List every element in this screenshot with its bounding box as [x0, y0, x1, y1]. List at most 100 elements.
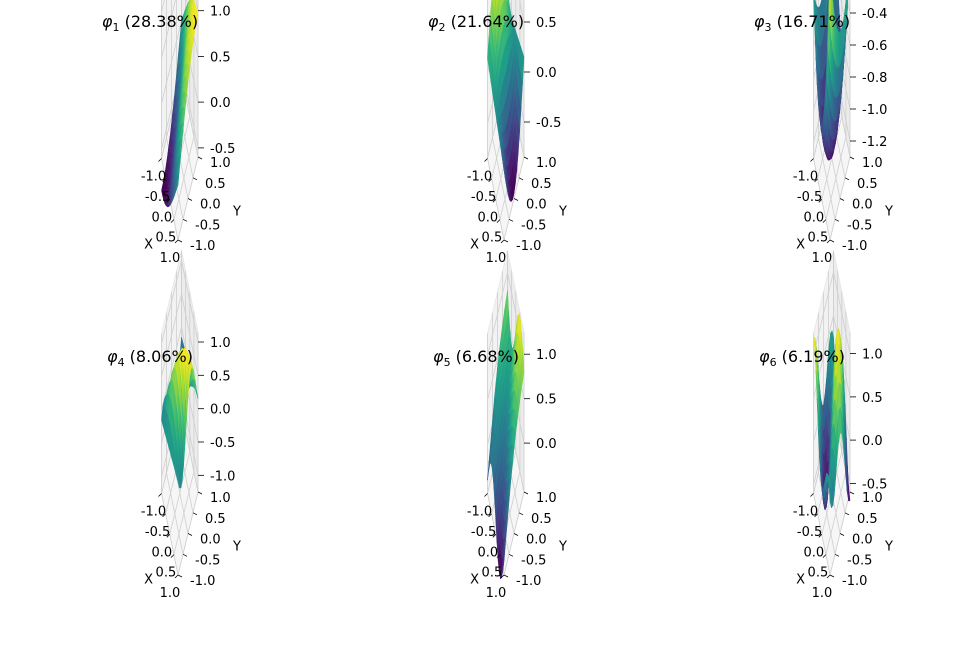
- surface: [487, 290, 525, 580]
- y-tick-mark: [518, 177, 524, 181]
- y-tick-label: 0.5: [857, 512, 878, 527]
- y-tick-label: 1.0: [862, 491, 883, 506]
- y-tick-label: 0.0: [852, 533, 873, 548]
- y-tick-mark: [844, 512, 850, 516]
- x-tick-label: -1.0: [793, 170, 818, 185]
- y-tick-label: -0.5: [521, 553, 546, 568]
- y-tick-label: 0.0: [526, 533, 547, 548]
- grid-line-z: [813, 315, 851, 399]
- y-tick-mark: [503, 239, 509, 243]
- y-axis-label: Y: [232, 205, 241, 220]
- y-tick-label: 0.5: [205, 177, 226, 192]
- y-tick-label: 0.5: [857, 177, 878, 192]
- y-axis-label: Y: [232, 540, 241, 555]
- z-tick-label: 0.0: [210, 96, 231, 111]
- subplot-6: -1.0 -0.5 0.0 0.5 1.0 -1.0 -0.5 0.0 0.5 1.0 1.0 0.5…: [759, 250, 893, 601]
- title-index: 6: [770, 356, 777, 369]
- subplot-title: φ2 (21.64%): [428, 12, 524, 34]
- x-tick-mark: [500, 239, 505, 244]
- y-tick-label: -1.0: [190, 239, 215, 254]
- x-axis-label: X: [144, 572, 153, 587]
- surface-patch: [176, 477, 180, 489]
- grid-line-y: [818, 312, 836, 555]
- title-index: 1: [112, 21, 119, 34]
- z-tick-label: 1.0: [536, 348, 557, 363]
- x-tick-mark: [818, 534, 823, 538]
- z-tick-label: -1.0: [862, 103, 887, 118]
- subplot-4: -1.0 -0.5 0.0 0.5 1.0 -1.0 -0.5 0.0 0.5 1.0 1.0 0.5…: [107, 250, 241, 601]
- z-tick-label: -0.5: [536, 116, 561, 131]
- x-tick-label: -0.5: [471, 190, 496, 205]
- y-tick-label: 0.5: [531, 512, 552, 527]
- x-axis-label: X: [796, 237, 805, 252]
- x-tick-label: 1.0: [160, 251, 181, 266]
- z-tick-label: -0.8: [862, 71, 887, 86]
- x-tick-label: 1.0: [486, 586, 507, 601]
- x-tick-label: -0.5: [797, 525, 822, 540]
- x-tick-mark: [814, 178, 818, 183]
- grid-line-z: [161, 293, 199, 377]
- y-tick-label: 0.5: [205, 512, 226, 527]
- x-tick-mark: [166, 534, 171, 538]
- x-tick-label: 0.5: [808, 566, 829, 581]
- x-tick-label: -1.0: [141, 505, 166, 520]
- x-tick-label: -0.5: [145, 190, 170, 205]
- x-axis-label: X: [144, 237, 153, 252]
- z-tick-label: 0.5: [210, 50, 231, 65]
- x-tick-mark: [826, 239, 831, 244]
- x-tick-label: 0.5: [482, 566, 503, 581]
- title-rest: (8.06%): [125, 347, 193, 366]
- y-tick-mark: [187, 533, 193, 536]
- y-tick-mark: [829, 239, 835, 243]
- y-tick-mark: [523, 156, 529, 160]
- x-tick-mark: [174, 574, 179, 579]
- grid-line-y: [166, 0, 184, 220]
- z-tick-label: -0.5: [862, 477, 887, 492]
- grid-line-z: [161, 260, 199, 344]
- z-tick-label: 1.0: [210, 5, 231, 20]
- y-tick-mark: [849, 491, 855, 495]
- surface-patch: [176, 169, 180, 189]
- x-tick-mark: [484, 158, 488, 162]
- subplot-title: φ6 (6.19%): [759, 347, 845, 369]
- title-symbol: φ: [107, 347, 118, 366]
- x-tick-label: 0.0: [477, 210, 498, 225]
- y-tick-mark: [192, 512, 198, 516]
- z-tick-label: -1.0: [210, 469, 235, 484]
- y-axis-label: Y: [558, 205, 567, 220]
- x-tick-label: 1.0: [160, 586, 181, 601]
- y-tick-mark: [197, 491, 203, 495]
- z-tick-label: 0.0: [536, 437, 557, 452]
- y-tick-label: 0.5: [531, 177, 552, 192]
- y-tick-mark: [839, 198, 845, 201]
- y-tick-mark: [834, 553, 840, 557]
- x-tick-mark: [496, 554, 501, 558]
- y-tick-mark: [197, 156, 203, 160]
- x-tick-label: 0.5: [482, 231, 503, 246]
- y-tick-mark: [523, 491, 529, 495]
- surface: [161, 0, 199, 208]
- x-tick-label: -1.0: [467, 505, 492, 520]
- surface-patch: [502, 544, 506, 572]
- z-tick-label: 0.0: [210, 403, 231, 418]
- x-tick-mark: [174, 239, 179, 244]
- x-tick-label: 0.0: [803, 545, 824, 560]
- subplot-3: -1.0 -0.5 0.0 0.5 1.0 -1.0 -0.5 0.0 0.5 1.0 -0.4 -0…: [754, 0, 893, 266]
- x-axis-label: X: [796, 572, 805, 587]
- x-tick-mark: [492, 199, 497, 203]
- surface-patch: [828, 0, 832, 27]
- title-rest: (28.38%): [119, 12, 198, 31]
- y-tick-label: 0.0: [200, 198, 221, 213]
- title-rest: (6.68%): [451, 347, 519, 366]
- x-tick-label: 0.0: [803, 210, 824, 225]
- y-tick-label: 1.0: [862, 156, 883, 171]
- x-tick-mark: [814, 513, 818, 518]
- z-tick-label: 0.5: [536, 16, 557, 31]
- z-tick-label: 0.5: [536, 393, 557, 408]
- grid-line-z: [813, 272, 851, 356]
- x-tick-label: 0.5: [808, 231, 829, 246]
- y-tick-mark: [177, 574, 183, 578]
- x-axis-label: X: [470, 572, 479, 587]
- y-tick-label: 0.0: [526, 198, 547, 213]
- y-tick-label: 1.0: [210, 491, 231, 506]
